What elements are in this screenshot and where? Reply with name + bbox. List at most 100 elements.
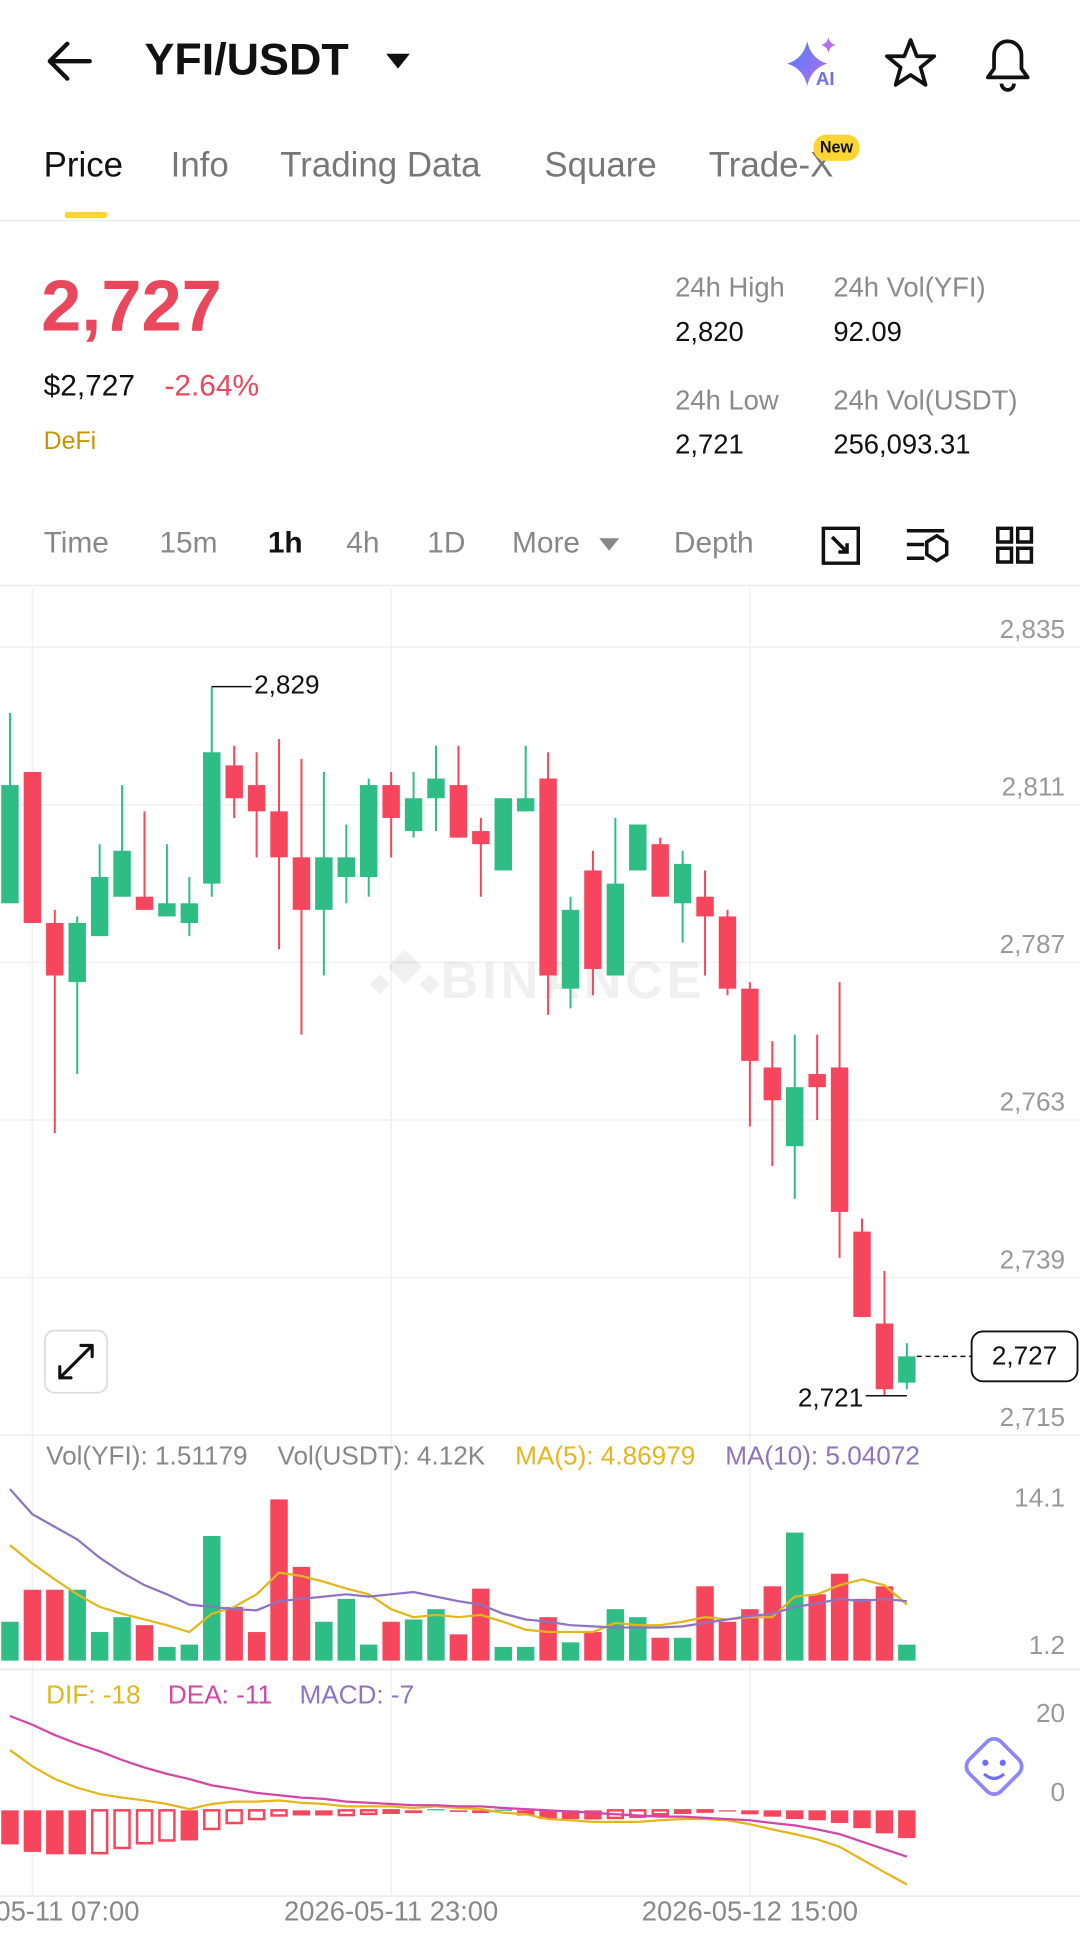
macd-bar	[494, 1809, 512, 1811]
macd-bar	[651, 1809, 669, 1816]
interval[interactable]: 15m	[159, 526, 217, 559]
favorite-button[interactable]	[885, 38, 937, 87]
volume-bar	[135, 1625, 154, 1661]
y-tick-label: 2,739	[1000, 1244, 1065, 1274]
volume-bar	[673, 1637, 692, 1661]
volume-bar	[763, 1586, 782, 1661]
candle-body	[1, 785, 19, 904]
volume-bar	[46, 1589, 64, 1661]
candle-body	[606, 883, 625, 976]
candle-body	[360, 785, 378, 878]
interval[interactable]: 1D	[427, 526, 465, 559]
macd-bar	[830, 1810, 849, 1824]
interval[interactable]: Time	[44, 526, 109, 559]
macd-bar	[763, 1810, 782, 1817]
macd-bar	[584, 1810, 602, 1820]
tab-active[interactable]: Price	[44, 145, 123, 184]
macd-bar	[46, 1810, 64, 1855]
stat-value: 2,721	[675, 428, 744, 459]
macd-bar	[203, 1809, 221, 1831]
ma-line	[9, 1488, 907, 1629]
tab[interactable]: Info	[171, 145, 229, 184]
candle-body	[898, 1356, 916, 1383]
indicator-icon[interactable]	[906, 529, 949, 563]
macd-bar	[315, 1810, 333, 1816]
pair-dropdown[interactable]	[386, 53, 410, 69]
macd-bar	[786, 1810, 804, 1820]
alert-button[interactable]	[985, 39, 1030, 92]
candle-body	[46, 922, 64, 976]
interval[interactable]: 4h	[346, 526, 379, 559]
high-label: 2,829	[254, 670, 319, 700]
volume-bar	[382, 1621, 400, 1661]
ai-button[interactable]: AI	[787, 37, 836, 89]
volume-bar	[360, 1644, 378, 1661]
ai-assistant-button[interactable]	[962, 1735, 1025, 1798]
macd-bar	[696, 1809, 714, 1813]
candle-body	[673, 863, 692, 904]
pair-title[interactable]: YFI/USDT	[144, 33, 348, 84]
layout-icon[interactable]	[996, 526, 1034, 564]
tab[interactable]: Trade-X	[709, 145, 834, 184]
legend-item: Vol(YFI): 1.51179	[46, 1440, 248, 1470]
new-badge-label: New	[820, 139, 854, 157]
back-button[interactable]	[47, 41, 92, 81]
volume-bar	[180, 1644, 199, 1661]
volume-bar	[225, 1606, 243, 1661]
macd-bar	[673, 1809, 692, 1814]
legend-item: MA(5): 4.86979	[515, 1440, 695, 1470]
volume-bar	[247, 1632, 266, 1661]
macd-bar	[270, 1809, 288, 1817]
candle-body	[808, 1074, 826, 1088]
candle-body	[225, 765, 243, 799]
volume-bar	[113, 1617, 131, 1661]
macd-bar	[135, 1809, 154, 1845]
volume-bar	[853, 1598, 871, 1661]
y-tick-label: 20	[1036, 1698, 1065, 1728]
legend-item: DIF: -18	[46, 1680, 140, 1710]
stat-value: 92.09	[833, 316, 902, 347]
candle-body	[113, 850, 131, 897]
watermark-logo	[369, 949, 440, 995]
candle-body	[158, 903, 176, 917]
candle-body	[427, 778, 445, 799]
volume-bar	[875, 1586, 894, 1661]
assistant-eye	[982, 1759, 989, 1766]
fullscreen-icon[interactable]	[821, 526, 861, 565]
ai-label: AI	[816, 68, 835, 89]
tab-indicator	[64, 211, 108, 219]
macd-bar	[808, 1810, 826, 1821]
ma-line	[9, 1544, 908, 1634]
volume-bar	[830, 1573, 849, 1661]
volume-bar	[427, 1609, 445, 1661]
candle-body	[718, 916, 737, 989]
macd-bar	[741, 1810, 759, 1815]
depth-tab[interactable]: Depth	[674, 526, 754, 559]
candle-body	[203, 752, 221, 884]
macd-bar	[629, 1809, 647, 1818]
macd-bar	[292, 1810, 311, 1816]
tab[interactable]: Trading Data	[280, 145, 481, 184]
more-caret	[599, 538, 620, 551]
macd-bar	[1, 1810, 19, 1845]
volume-bar	[203, 1536, 221, 1661]
interval-more[interactable]: More	[512, 526, 580, 559]
interval-active[interactable]: 1h	[268, 526, 303, 559]
macd-bar	[68, 1810, 86, 1855]
expand-button[interactable]	[43, 1329, 109, 1394]
macd-bar	[718, 1810, 737, 1812]
expand-icon	[58, 1343, 94, 1380]
stat-value: 2,820	[675, 316, 744, 347]
price-change: -2.64%	[164, 369, 259, 402]
sector-tag[interactable]: DeFi	[44, 427, 97, 455]
x-tick-label: 2026-05-12 15:00	[642, 1896, 858, 1927]
candle-body	[830, 1067, 849, 1212]
tab[interactable]: Square	[544, 145, 656, 184]
candle-body	[449, 785, 468, 838]
y-tick-label: 2,787	[1000, 929, 1065, 959]
y-tick-label: 2,811	[1002, 772, 1065, 802]
candle-body	[472, 831, 490, 845]
macd-bar	[23, 1810, 42, 1852]
candle-body	[629, 824, 647, 871]
